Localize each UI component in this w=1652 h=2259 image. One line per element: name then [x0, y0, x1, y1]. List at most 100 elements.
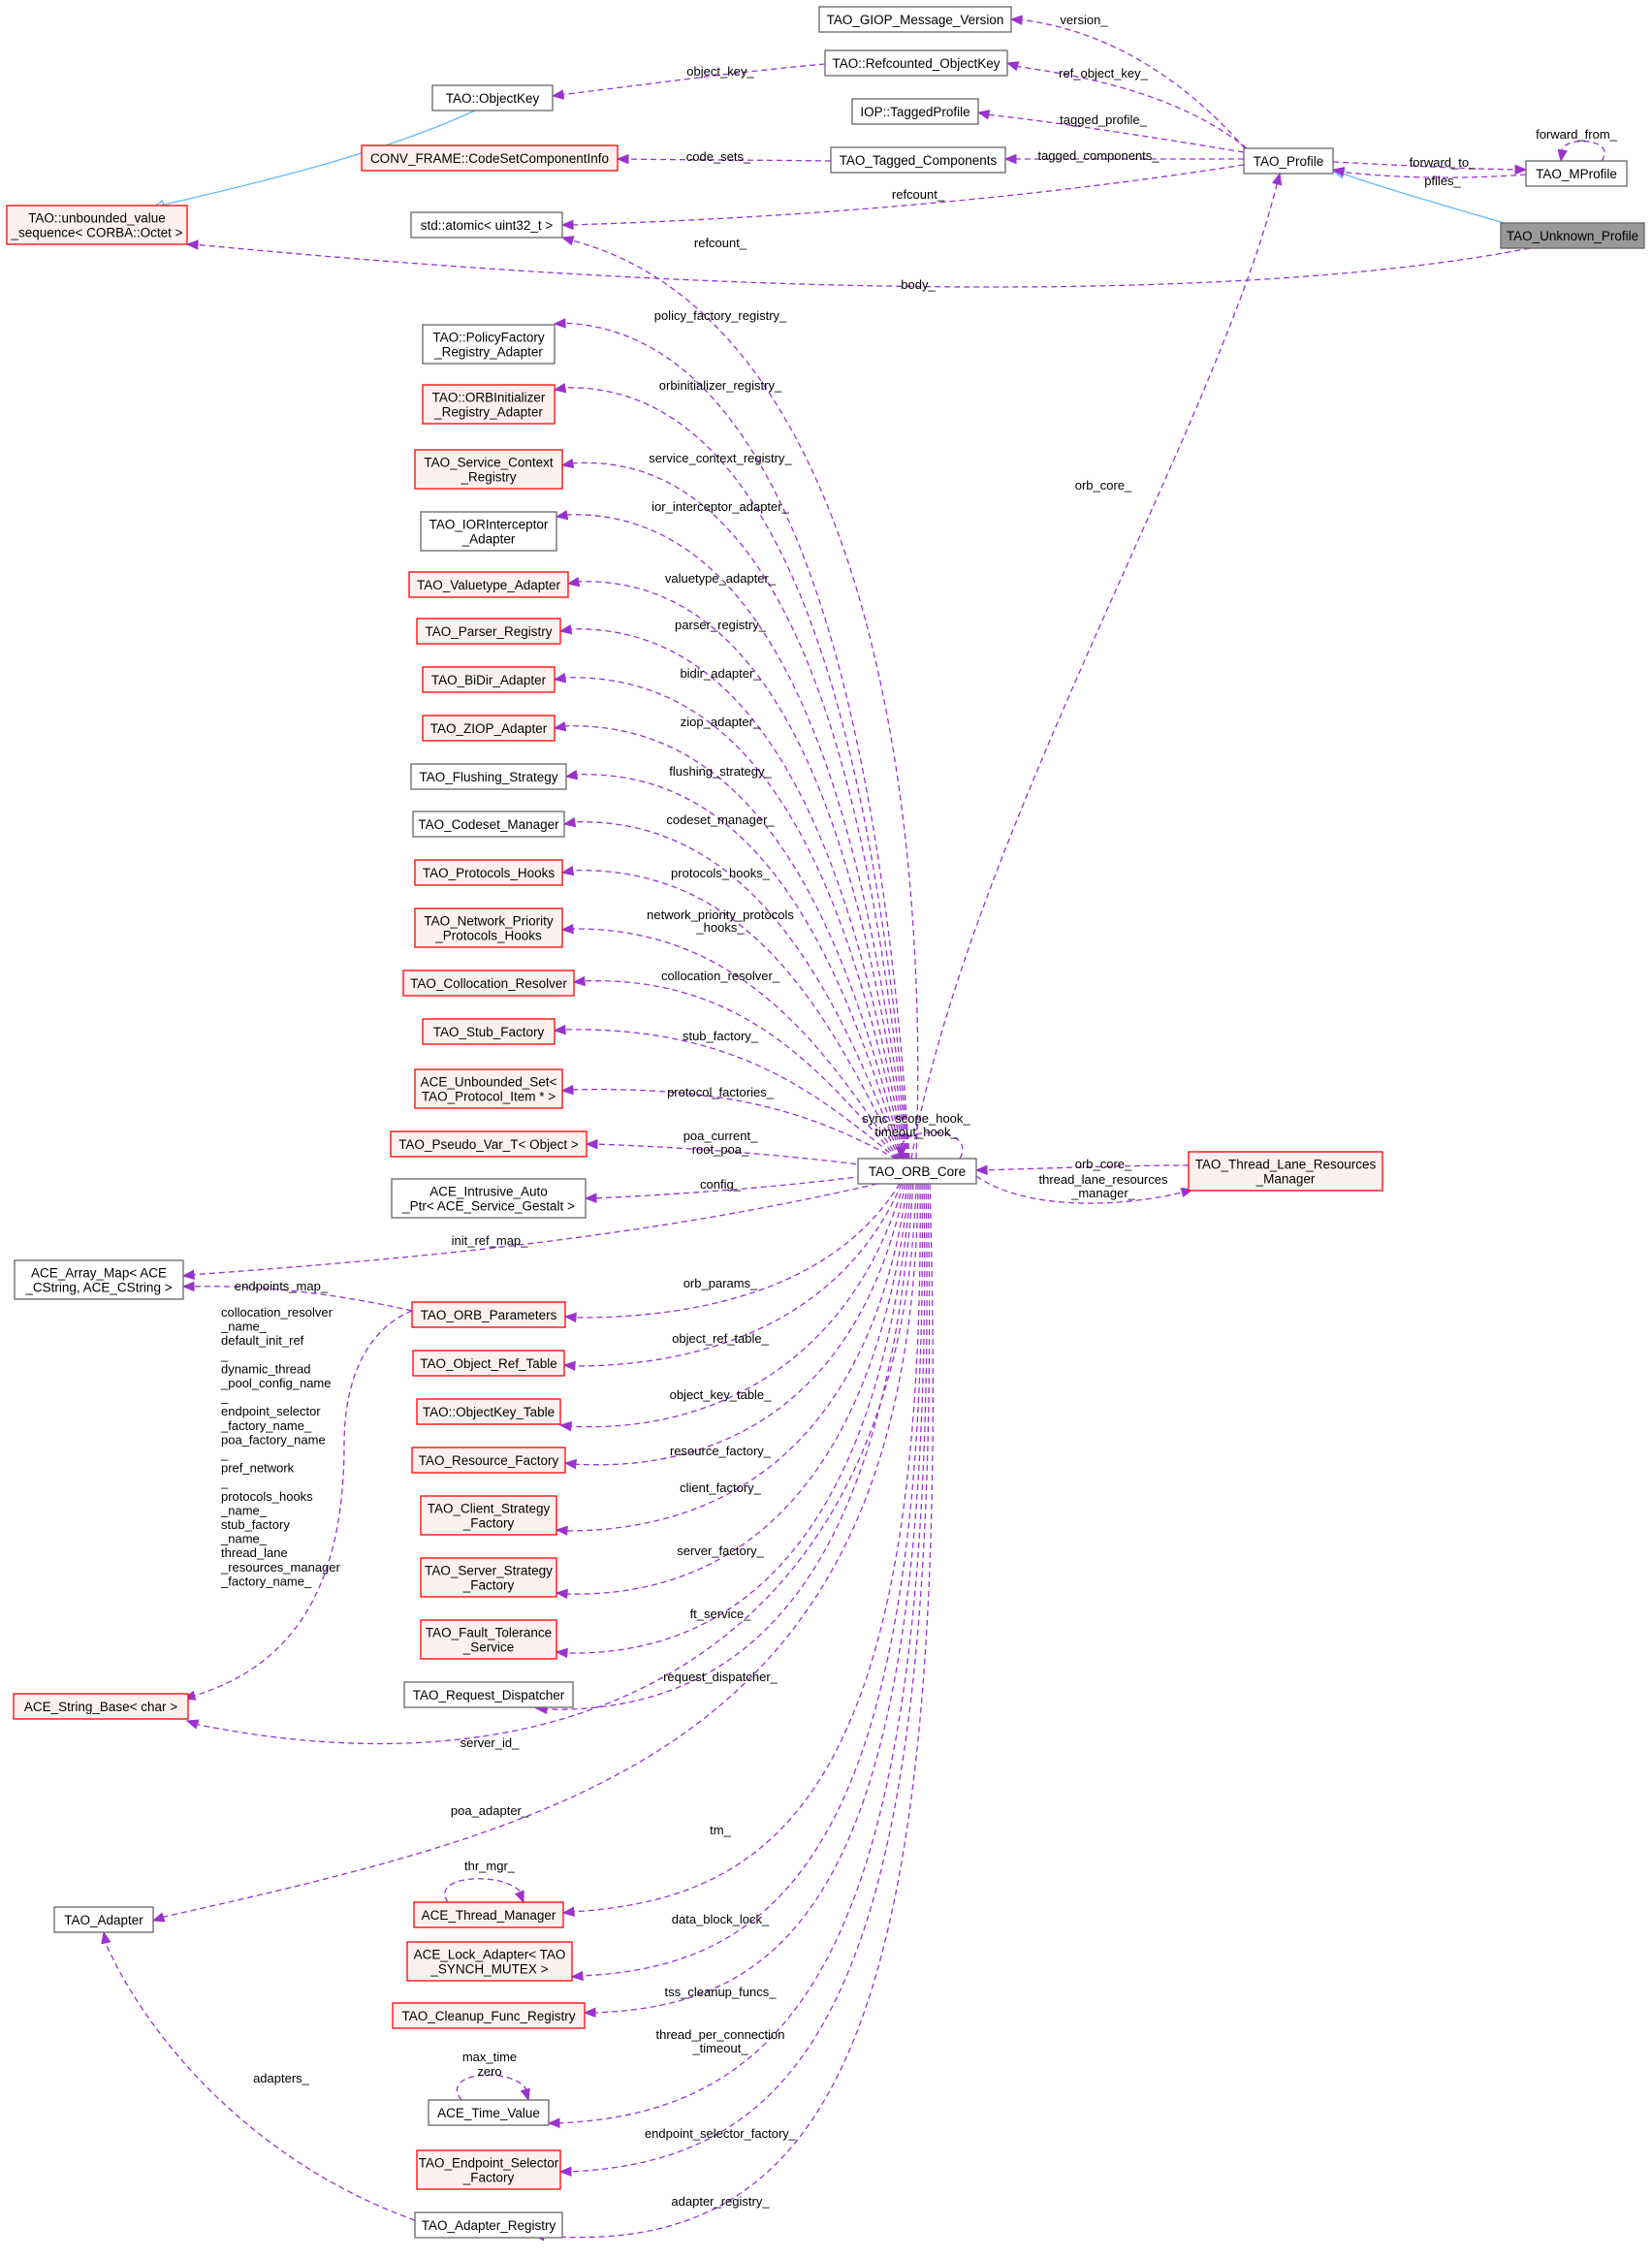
edge-label: config_ — [700, 1177, 742, 1192]
edge-label-string-names: collocation_resolver _name_ default_init_r… — [220, 1305, 341, 1588]
edge-label: orb_core_ — [1075, 1157, 1132, 1171]
class-node-reqdisp[interactable]: TAO_Request_Dispatcher — [403, 1681, 574, 1708]
edge-label: refcount_ — [694, 236, 747, 250]
class-node-strbase[interactable]: ACE_String_Base< char > — [13, 1693, 189, 1720]
class-node-objkey[interactable]: TAO::ObjectKey — [431, 84, 554, 111]
edge-poaadapter — [151, 1183, 919, 1923]
class-node-label: TAO_Resource_Factory — [419, 1453, 559, 1468]
edge-label: adapter_registry_ — [671, 2194, 770, 2209]
class-node-codesetmgr[interactable]: TAO_Codeset_Manager — [412, 811, 565, 838]
class-node-profile[interactable]: TAO_Profile — [1243, 147, 1334, 175]
edge-label: init_ref_map_ — [452, 1233, 529, 1248]
edge-label: valuetype_adapter_ — [665, 571, 777, 586]
class-node-label: TAO_Flushing_Strategy — [419, 770, 557, 784]
class-node-label: _Ptr< ACE_Service_Gestalt > — [401, 1199, 575, 1214]
class-node-timevalue[interactable]: ACE_Time_Value — [428, 2099, 550, 2126]
class-node-aceset[interactable]: ACE_Unbounded_Set<TAO_Protocol_Item * > — [414, 1068, 563, 1109]
class-node-label: _Protocols_Hooks — [434, 929, 542, 943]
edge-label: object_key_table_ — [670, 1387, 773, 1402]
class-node-adapter[interactable]: TAO_Adapter — [53, 1906, 154, 1933]
class-node-tagcomp[interactable]: TAO_Tagged_Components — [830, 146, 1006, 174]
class-node-label: _Registry_Adapter — [433, 405, 543, 420]
class-node-label: TAO_Adapter_Registry — [422, 2218, 556, 2233]
class-node-arraymap[interactable]: ACE_Array_Map< ACE_CString, ACE_CString … — [14, 1259, 184, 1300]
class-node-colloc[interactable]: TAO_Collocation_Resolver — [402, 970, 575, 997]
class-node-svcctx[interactable]: TAO_Service_Context_Registry — [414, 449, 563, 490]
class-node-giop[interactable]: TAO_GIOP_Message_Version — [818, 6, 1012, 33]
class-node-unknown[interactable]: TAO_Unknown_Profile — [1500, 222, 1645, 249]
edge-label: endpoint_selector_factory_ — [645, 2126, 797, 2141]
edge-label: server_id_ — [461, 1735, 520, 1750]
edge-label: version_ — [1060, 13, 1108, 27]
class-node-protohooks[interactable]: TAO_Protocols_Hooks — [414, 859, 563, 886]
class-node-bidir[interactable]: TAO_BiDir_Adapter — [422, 666, 556, 693]
edge-label: forward_from_ — [1536, 127, 1618, 142]
edge-threadconn — [547, 1183, 928, 2128]
edge-protofac — [560, 1084, 897, 1160]
edge-ft — [555, 1183, 912, 1659]
edge-label: server_factory_ — [677, 1543, 764, 1558]
edge-label: orbinitializer_registry_ — [659, 378, 782, 393]
edge-forwardfrom — [1557, 141, 1605, 163]
class-node-refkey[interactable]: TAO::Refcounted_ObjectKey — [824, 49, 1008, 77]
class-node-label: TAO_BiDir_Adapter — [431, 673, 547, 687]
class-node-adapterreg[interactable]: TAO_Adapter_Registry — [414, 2211, 563, 2239]
class-node-clientstrat[interactable]: TAO_Client_Strategy_Factory — [420, 1495, 557, 1536]
class-node-ziop[interactable]: TAO_ZIOP_Adapter — [422, 715, 556, 742]
class-node-policyfac[interactable]: TAO::PolicyFactory_Registry_Adapter — [422, 324, 556, 365]
edge-forwardto — [1332, 161, 1528, 175]
class-node-tagprof[interactable]: IOP::TaggedProfile — [851, 98, 979, 125]
class-node-objkeytable[interactable]: TAO::ObjectKey_Table — [416, 1398, 561, 1425]
edge-label: orb_core_ — [1075, 478, 1132, 493]
class-node-fault[interactable]: TAO_Fault_Tolerance_Service — [420, 1619, 557, 1660]
class-node-pseudo[interactable]: TAO_Pseudo_Var_T< Object > — [390, 1130, 588, 1158]
edge-pfiles — [1331, 167, 1527, 178]
class-node-lockadapter[interactable]: ACE_Lock_Adapter< TAO_SYNCH_MUTEX > — [406, 1941, 573, 1982]
class-node-label: TAO_MProfile — [1536, 167, 1617, 181]
class-node-netprio[interactable]: TAO_Network_Priority_Protocols_Hooks — [414, 907, 563, 948]
class-node-resfac[interactable]: TAO_Resource_Factory — [411, 1447, 566, 1474]
edge-label: _manager_ — [1070, 1186, 1136, 1200]
class-node-iorint[interactable]: TAO_IORInterceptor_Adapter — [420, 511, 557, 552]
class-node-stubfac[interactable]: TAO_Stub_Factory — [422, 1018, 556, 1045]
edge-clientfac — [555, 1183, 908, 1537]
class-node-label: TAO_Endpoint_Selector — [419, 2156, 559, 2171]
class-node-orbparams[interactable]: TAO_ORB_Parameters — [411, 1301, 566, 1328]
edge-tm — [561, 1183, 921, 1918]
class-node-label: _SYNCH_MUTEX > — [429, 1962, 548, 1977]
class-node-threadmgr[interactable]: ACE_Thread_Manager — [413, 1901, 564, 1928]
edge-refcount1 — [560, 164, 1245, 231]
class-node-label: ACE_Thread_Manager — [422, 1908, 556, 1923]
class-node-label: TAO_Pseudo_Var_T< Object > — [398, 1137, 579, 1152]
edge-label: orb_params_ — [683, 1276, 758, 1290]
class-node-mprofile[interactable]: TAO_MProfile — [1525, 160, 1628, 187]
class-node-orbcore[interactable]: TAO_ORB_Core — [857, 1158, 977, 1185]
edge-tagcomp — [1003, 153, 1244, 165]
edge-label: root_poa_ — [692, 1142, 749, 1157]
class-node-label: ACE_Intrusive_Auto — [429, 1185, 548, 1199]
edge-label: endpoints_map_ — [235, 1279, 329, 1293]
edge-label: _timeout_ — [691, 2041, 748, 2055]
class-node-label: TAO::ObjectKey_Table — [423, 1405, 555, 1419]
edge-label: collocation_resolver_ — [661, 969, 780, 983]
class-node-intrusive[interactable]: ACE_Intrusive_Auto_Ptr< ACE_Service_Gest… — [391, 1178, 587, 1219]
class-node-codeset[interactable]: CONV_FRAME::CodeSetComponentInfo — [361, 144, 619, 172]
edge-label: timeout_hook_ — [874, 1125, 958, 1139]
edge-poacurrent — [585, 1138, 876, 1167]
edge-orbparams — [563, 1183, 901, 1323]
class-node-cleanup[interactable]: TAO_Cleanup_Func_Registry — [392, 2002, 586, 2029]
class-node-valuetype[interactable]: TAO_Valuetype_Adapter — [408, 571, 569, 598]
edge-flushing — [564, 769, 903, 1160]
class-node-orbinit[interactable]: TAO::ORBInitializer_Registry_Adapter — [422, 384, 556, 425]
class-node-unbounded[interactable]: TAO::unbounded_value_sequence< CORBA::Oc… — [6, 205, 188, 245]
class-node-objref[interactable]: TAO_Object_Ref_Table — [412, 1350, 565, 1377]
class-node-threadlane[interactable]: TAO_Thread_Lane_Resources_Manager — [1188, 1151, 1383, 1192]
class-node-parser[interactable]: TAO_Parser_Registry — [416, 618, 561, 645]
class-node-endpointsel[interactable]: TAO_Endpoint_Selector_Factory — [416, 2149, 561, 2190]
class-node-label: TAO_Object_Ref_Table — [420, 1356, 557, 1371]
edge-objkey — [551, 63, 826, 100]
class-node-serverstrat[interactable]: TAO_Server_Strategy_Factory — [420, 1557, 557, 1598]
class-node-flushing[interactable]: TAO_Flushing_Strategy — [410, 763, 567, 790]
class-node-atomic[interactable]: std::atomic< uint32_t > — [410, 211, 563, 239]
edge-label: tm_ — [710, 1823, 731, 1837]
